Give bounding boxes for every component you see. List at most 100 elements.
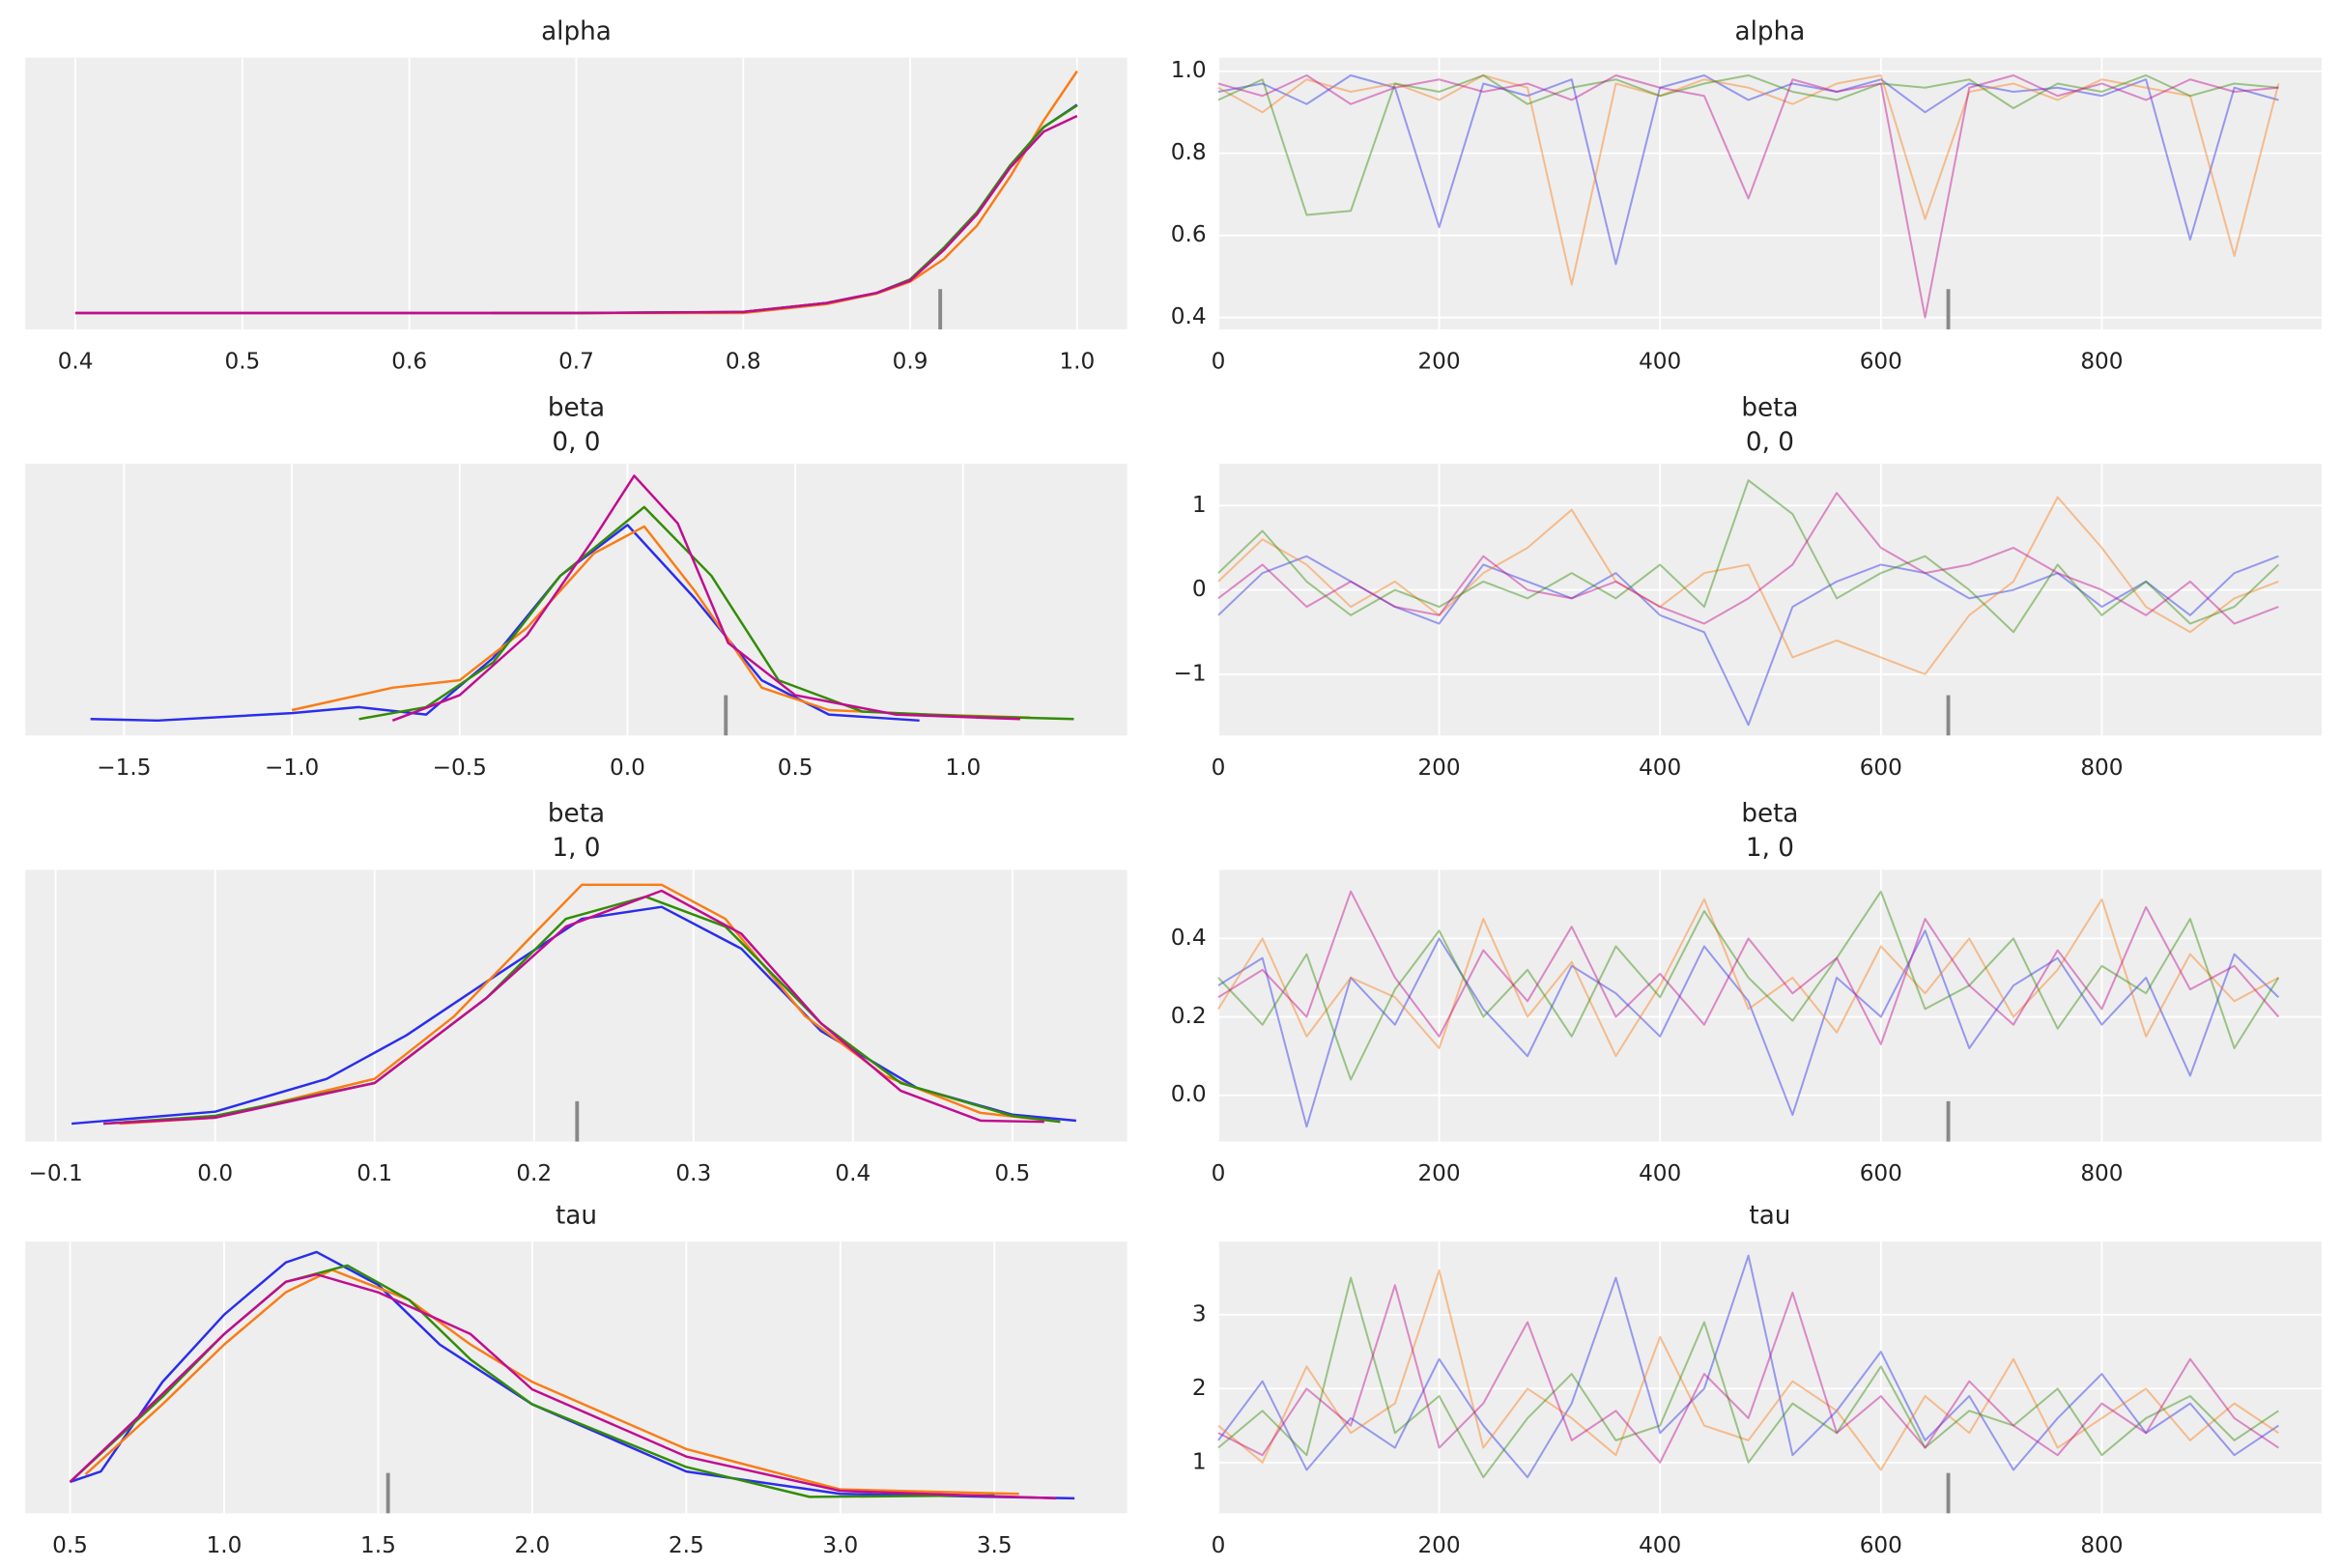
x-tick-label: 3.0 — [822, 1532, 858, 1558]
x-tick-label: 3.5 — [977, 1532, 1013, 1558]
series-line — [1217, 890, 2280, 1045]
y-tick-label: 0.2 — [1171, 1003, 1207, 1029]
panel-title: alpha — [541, 17, 612, 46]
y-tick-label: 0.8 — [1171, 139, 1207, 165]
panel-title: beta — [548, 800, 605, 829]
series-line — [1217, 73, 2279, 216]
panel: tau 0 200 400 600 800 1 2 3 — [1192, 1201, 2322, 1558]
plot-area — [25, 464, 1128, 736]
series-line — [358, 505, 1074, 721]
x-tick-label: 1.5 — [360, 1532, 396, 1558]
x-tick-label: 0.4 — [835, 1160, 871, 1186]
series-line — [90, 524, 920, 723]
y-tick-label: 1 — [1192, 492, 1207, 518]
x-tick-label: 800 — [2080, 1160, 2123, 1186]
x-tick-label: 0.1 — [357, 1160, 392, 1186]
x-tick-label: −0.1 — [29, 1160, 83, 1186]
x-tick-label: 600 — [1860, 1160, 1902, 1186]
x-tick-label: 600 — [1860, 348, 1902, 374]
panel-title: beta — [1741, 800, 1798, 829]
series-line — [391, 474, 1020, 722]
plot-area — [1217, 870, 2322, 1142]
y-tick-label: 0 — [1192, 576, 1207, 602]
x-tick-label: 2.0 — [514, 1532, 550, 1558]
panel: beta 0, 0 −1.5 −1.0 −0.5 0.0 0.5 1.0 — [25, 393, 1128, 781]
series-line — [103, 889, 1044, 1126]
series-line — [1217, 73, 2279, 319]
x-tick-label: 0.2 — [516, 1160, 552, 1186]
x-tick-label: −1.5 — [97, 755, 151, 781]
panel: alpha 0.4 0.5 0.6 0.7 0.8 0.9 1.0 — [25, 17, 1128, 374]
y-tick-label: 2 — [1192, 1375, 1207, 1401]
series-line — [1217, 492, 2279, 625]
y-tick-label: −1 — [1173, 660, 1206, 686]
plot-area — [1217, 464, 2322, 736]
panel: beta 1, 0 0 200 400 600 800 0.0 0.2 0.4 — [1171, 800, 2322, 1186]
x-tick-label: −0.5 — [433, 755, 487, 781]
panel-subtitle: 1, 0 — [552, 834, 600, 863]
series-line — [1217, 1269, 2279, 1471]
x-tick-label: 400 — [1639, 348, 1681, 374]
panel-title: tau — [1749, 1201, 1790, 1230]
series-line — [1217, 73, 2279, 266]
series-line — [1217, 898, 2279, 1058]
x-tick-label: 0 — [1212, 1160, 1226, 1186]
series-line — [1217, 1254, 2279, 1479]
x-tick-label: 0.0 — [610, 755, 645, 781]
y-tick-label: 0.4 — [1171, 303, 1207, 329]
panel: beta 0, 0 0 200 400 600 800 −1 0 1 — [1173, 393, 2322, 781]
series-line — [70, 1250, 1075, 1500]
x-tick-label: 0.5 — [52, 1532, 88, 1558]
y-tick-label: 1 — [1192, 1448, 1207, 1474]
x-tick-label: 0 — [1212, 1532, 1226, 1558]
x-tick-label: 0.3 — [675, 1160, 711, 1186]
y-tick-label: 1.0 — [1171, 57, 1207, 83]
x-tick-label: 800 — [2080, 1532, 2123, 1558]
x-tick-label: 0 — [1212, 755, 1226, 781]
x-tick-label: 2.5 — [669, 1532, 704, 1558]
x-tick-label: 200 — [1417, 348, 1460, 374]
panel-title: beta — [1741, 393, 1798, 422]
series-line — [1217, 1284, 2279, 1464]
x-tick-label: 200 — [1417, 1160, 1460, 1186]
x-tick-label: 0.4 — [58, 348, 94, 374]
series-line — [1217, 890, 2280, 1081]
x-tick-label: 400 — [1639, 755, 1681, 781]
x-tick-label: 0.5 — [994, 1160, 1030, 1186]
x-tick-label: 1.0 — [207, 1532, 243, 1558]
x-tick-label: 0.7 — [558, 348, 594, 374]
series-line — [1217, 73, 2280, 286]
series-line — [1217, 479, 2280, 634]
x-tick-label: 0.0 — [197, 1160, 233, 1186]
x-tick-label: 0.5 — [778, 755, 814, 781]
series-line — [1217, 555, 2279, 727]
panel: beta 1, 0 −0.1 0.0 0.1 0.2 0.3 0.4 0.5 — [25, 800, 1128, 1186]
x-tick-label: −1.0 — [265, 755, 319, 781]
series-line — [69, 1272, 1057, 1500]
x-tick-label: 0.9 — [893, 348, 928, 374]
x-tick-label: 1.0 — [945, 755, 981, 781]
panel-subtitle: 0, 0 — [552, 428, 600, 457]
y-tick-label: 0.6 — [1171, 221, 1207, 247]
x-tick-label: 200 — [1417, 1532, 1460, 1558]
x-tick-label: 600 — [1860, 1532, 1902, 1558]
x-tick-label: 400 — [1639, 1160, 1681, 1186]
x-tick-label: 200 — [1417, 755, 1460, 781]
series-line — [1217, 929, 2280, 1128]
plot-area — [25, 1241, 1128, 1514]
x-tick-label: 800 — [2080, 348, 2123, 374]
panel-title: alpha — [1735, 17, 1806, 46]
y-tick-label: 0.0 — [1171, 1081, 1207, 1107]
panel-subtitle: 0, 0 — [1746, 428, 1794, 457]
plot-area — [1217, 1241, 2322, 1514]
plot-area — [1217, 57, 2322, 329]
y-tick-label: 0.4 — [1171, 925, 1207, 951]
x-tick-label: 0 — [1212, 348, 1226, 374]
series-line — [1217, 1276, 2279, 1479]
panel: alpha 0 200 400 600 800 0.4 0.6 0.8 1.0 — [1171, 17, 2322, 374]
x-tick-label: 1.0 — [1059, 348, 1095, 374]
panel: tau 0.5 1.0 1.5 2.0 2.5 3.0 3.5 — [25, 1201, 1128, 1558]
panel-title: beta — [548, 393, 605, 422]
series-line — [1217, 496, 2279, 675]
